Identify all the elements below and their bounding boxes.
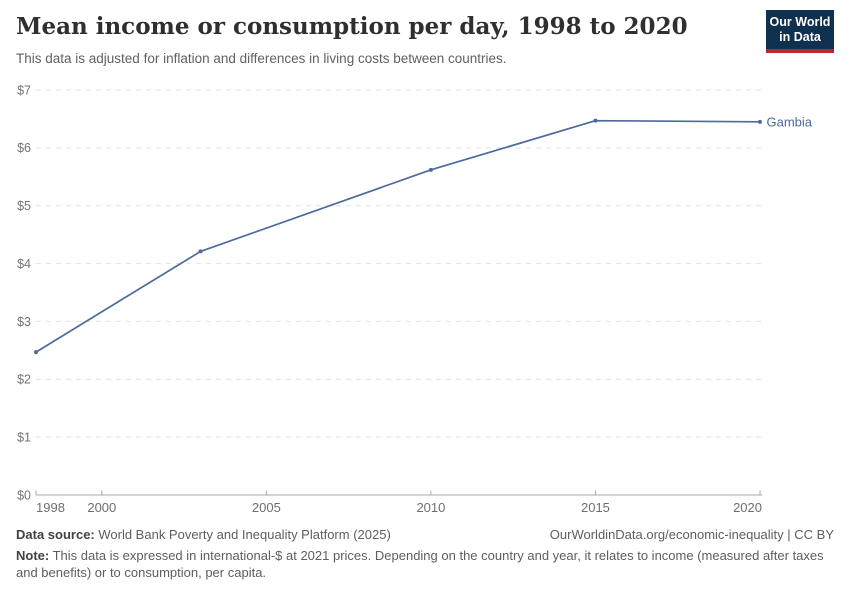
chart-footer: Data source: World Bank Poverty and Ineq… xyxy=(16,527,834,581)
x-tick-label: 1998 xyxy=(36,500,65,515)
note-text: This data is expressed in international-… xyxy=(16,548,824,580)
owid-logo-line2: in Data xyxy=(779,30,821,44)
chart-subtitle: This data is adjusted for inflation and … xyxy=(16,51,507,66)
x-tick-label: 2005 xyxy=(252,500,281,515)
y-tick-label: $2 xyxy=(17,373,31,387)
owid-logo: Our World in Data xyxy=(766,10,834,53)
owid-logo-line1: Our World xyxy=(769,15,831,29)
chart-title: Mean income or consumption per day, 1998… xyxy=(16,13,688,40)
data-line xyxy=(35,119,761,353)
data-point xyxy=(34,350,38,355)
data-source-text: World Bank Poverty and Inequality Platfo… xyxy=(94,527,391,542)
y-tick-label: $0 xyxy=(17,488,31,502)
data-point xyxy=(198,249,203,254)
x-tick-label: 2010 xyxy=(416,500,445,515)
x-tick-label: 2015 xyxy=(581,500,610,515)
chart-note: Note: This data is expressed in internat… xyxy=(16,548,834,581)
y-tick-label: $6 xyxy=(17,141,31,155)
note-label: Note: xyxy=(16,548,50,563)
data-point xyxy=(593,118,598,123)
chart-plot-area: $0 $1 $2 $3 $4 $5 $6 $7 1998 2000 2005 2010 2015 2020… xyxy=(0,80,850,527)
y-tick-label: $4 xyxy=(17,257,31,271)
entity-label: Gambia xyxy=(767,114,813,129)
data-source: Data source: World Bank Poverty and Ineq… xyxy=(16,527,391,542)
y-tick-label: $3 xyxy=(17,315,31,329)
y-tick-label: $7 xyxy=(17,83,31,97)
data-point xyxy=(428,167,433,172)
y-tick-label: $5 xyxy=(17,199,31,213)
y-tick-label: $1 xyxy=(17,431,31,445)
data-source-label: Data source: xyxy=(16,527,95,542)
x-tick-label: 2020 xyxy=(733,500,762,515)
line-chart: $0 $1 $2 $3 $4 $5 $6 $7 1998 2000 2005 2010 2015 2020… xyxy=(17,83,813,515)
data-point xyxy=(758,119,762,124)
x-tick-label: 2000 xyxy=(87,500,116,515)
attribution-link[interactable]: OurWorldinData.org/economic-inequality |… xyxy=(549,527,834,542)
